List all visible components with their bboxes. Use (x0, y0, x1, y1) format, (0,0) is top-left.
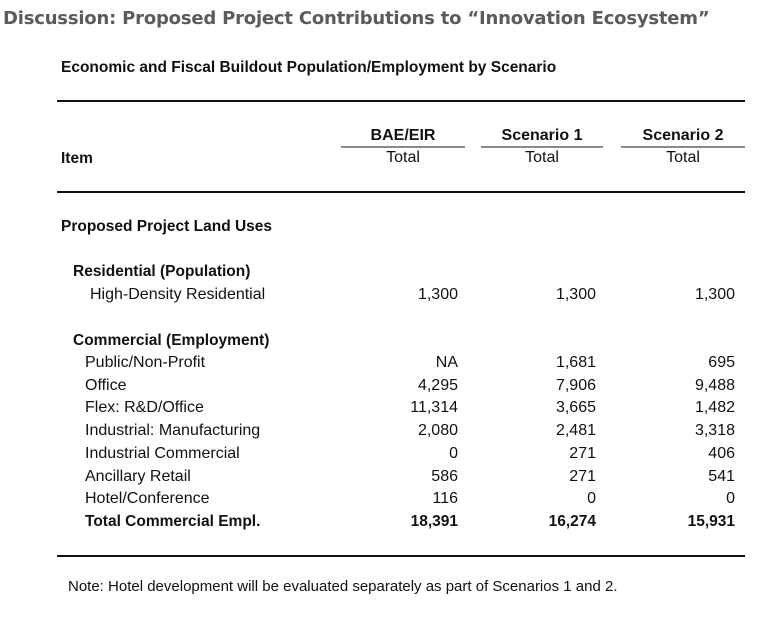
cell-scenario-2: 541 (708, 467, 735, 485)
col-underline (481, 146, 603, 148)
header-rule (57, 191, 745, 193)
row-label: Office (85, 376, 127, 394)
cell-bae-eir: 2,080 (417, 422, 458, 440)
table-title: Economic and Fiscal Buildout Population/… (61, 59, 557, 76)
cell-bae-eir: 116 (432, 490, 458, 508)
cell-scenario-2: 1,482 (694, 399, 735, 417)
section-heading: Proposed Project Land Uses (61, 218, 273, 235)
col-underline (341, 146, 465, 148)
cell-scenario-1: 0 (587, 490, 596, 508)
cell-bae-eir: 586 (431, 467, 458, 485)
cell-bae-eir: 4,295 (417, 376, 458, 394)
cell-bae-eir: 0 (449, 444, 458, 462)
row-label: Hotel/Conference (85, 490, 210, 508)
cell-scenario-1: 1,300 (555, 286, 596, 303)
cell-scenario-2: 406 (708, 444, 735, 462)
col-underline (621, 146, 745, 148)
cell-bae-eir: 11,314 (410, 399, 458, 417)
col-subheader: Total (525, 149, 559, 166)
table-note: Note: Hotel development will be evaluate… (68, 578, 618, 595)
row-label: Ancillary Retail (85, 467, 191, 485)
cell-scenario-2: 3,318 (694, 422, 735, 440)
cell-scenario-1: 3,665 (555, 399, 596, 417)
cell-scenario-1: 2,481 (555, 422, 596, 440)
total-cell-bae-eir: 18,391 (410, 512, 458, 530)
top-rule (57, 100, 745, 102)
cell-scenario-2: 0 (726, 490, 735, 508)
row-label: Flex: R&D/Office (85, 399, 204, 417)
cell-scenario-1: 7,906 (555, 376, 596, 394)
cell-scenario-2: 9,488 (694, 376, 735, 394)
commercial-heading: Commercial (Employment) (73, 332, 270, 349)
total-cell-scenario-2: 15,931 (687, 512, 735, 530)
cell-bae-eir: NA (435, 354, 458, 371)
cell-bae-eir: 1,300 (417, 286, 458, 303)
cell-scenario-2: 1,300 (694, 286, 735, 303)
cell-scenario-2: 695 (708, 354, 735, 371)
cell-scenario-1: 1,681 (555, 354, 596, 371)
row-label: Industrial: Manufacturing (85, 422, 261, 440)
cell-scenario-1: 271 (569, 467, 596, 485)
slide-title: Discussion: Proposed Project Contributio… (3, 8, 710, 29)
bottom-rule (57, 555, 745, 557)
col-subheader: Total (666, 149, 700, 166)
total-row-label: Total Commercial Empl. (85, 512, 261, 530)
total-cell-scenario-1: 16,274 (548, 512, 596, 530)
col-header-scenario-2: Scenario 2 (642, 127, 724, 144)
row-label: High-Density Residential (90, 286, 266, 303)
cell-scenario-1: 271 (569, 444, 596, 462)
col-header-scenario-1: Scenario 1 (501, 127, 583, 144)
col-header-bae-eir: BAE/EIR (370, 127, 436, 144)
row-label: Public/Non-Profit (85, 354, 206, 371)
col-subheader: Total (386, 149, 420, 166)
item-header: Item (61, 150, 93, 167)
residential-heading: Residential (Population) (73, 263, 251, 280)
row-label: Industrial Commercial (85, 444, 240, 462)
